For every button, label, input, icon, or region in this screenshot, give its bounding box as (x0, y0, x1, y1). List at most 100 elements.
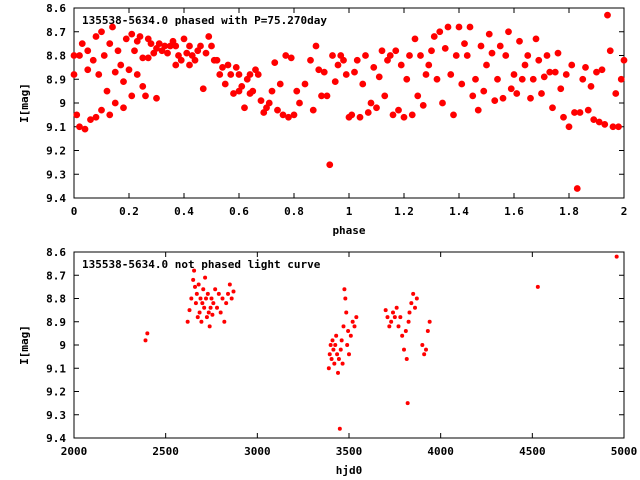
data-point (206, 310, 211, 315)
data-point (466, 23, 474, 31)
data-point (590, 116, 598, 124)
data-point (345, 343, 350, 347)
data-point (414, 296, 419, 301)
data-point (397, 61, 405, 69)
data-point (389, 111, 397, 119)
data-point (332, 361, 337, 366)
data-point (535, 56, 543, 64)
data-point (218, 310, 223, 315)
data-point (320, 68, 328, 76)
data-point (193, 284, 197, 289)
data-point (227, 282, 232, 287)
data-point (139, 82, 147, 90)
y-tick-label: 9.3 (46, 168, 66, 181)
data-point (450, 111, 457, 119)
data-point (411, 35, 419, 43)
data-point (230, 90, 237, 97)
data-point (601, 120, 609, 128)
data-point (373, 104, 380, 112)
data-point (249, 87, 257, 95)
data-point (180, 35, 188, 43)
data-point (538, 90, 545, 97)
data-point (524, 52, 532, 59)
data-point (195, 315, 200, 320)
data-point (386, 52, 394, 59)
data-point (347, 352, 351, 357)
data-point (614, 254, 619, 259)
data-point (224, 301, 229, 306)
data-point (338, 347, 343, 352)
data-point (209, 296, 214, 301)
data-point (535, 284, 540, 289)
data-point (557, 85, 565, 93)
y-tick-label: 9.1 (46, 362, 66, 375)
data-point (92, 113, 100, 121)
y-tick-label: 8.8 (46, 50, 66, 63)
x-tick-label: 1.6 (504, 205, 524, 218)
data-point (136, 33, 144, 40)
data-point (427, 319, 432, 324)
data-point (271, 59, 279, 67)
data-point (333, 343, 338, 347)
data-point (385, 315, 390, 320)
data-point (378, 47, 386, 55)
y-tick-label: 8.9 (46, 73, 66, 86)
data-point (203, 275, 208, 280)
data-point (153, 94, 160, 102)
data-point (507, 85, 515, 93)
data-point (392, 315, 397, 320)
data-point (549, 104, 556, 112)
data-point (204, 296, 208, 301)
data-point (582, 63, 589, 71)
data-point (95, 71, 103, 78)
data-point (351, 68, 358, 76)
data-point (342, 287, 347, 292)
y-tick-label: 8.7 (46, 269, 66, 282)
data-point (422, 71, 430, 78)
data-point (612, 90, 620, 97)
data-point (296, 99, 303, 107)
data-point (207, 324, 212, 329)
data-point (231, 289, 236, 294)
data-point (238, 82, 246, 90)
data-point (199, 319, 204, 324)
data-point (455, 23, 463, 31)
data-point (287, 54, 295, 62)
data-point (406, 319, 411, 324)
data-point (516, 37, 523, 45)
data-point (76, 123, 83, 131)
x-tick-label: 5000 (611, 445, 638, 458)
data-point (419, 101, 427, 109)
data-point (211, 301, 216, 306)
data-point (499, 94, 507, 102)
data-point (106, 40, 114, 48)
data-point (330, 338, 335, 343)
data-point (98, 106, 105, 114)
data-point (425, 329, 430, 334)
data-point (595, 118, 603, 126)
data-point (106, 111, 114, 119)
data-point (229, 296, 234, 301)
data-point (404, 356, 409, 361)
x-tick-label: 3000 (244, 445, 271, 458)
data-point (407, 310, 412, 315)
data-point (480, 87, 488, 95)
data-point (587, 82, 595, 90)
data-point (326, 366, 331, 371)
data-point (529, 75, 537, 83)
plot-title: 135538-5634.0 phased with P=75.270day (82, 14, 327, 27)
data-point (73, 111, 81, 119)
data-point (609, 123, 617, 131)
data-point (406, 52, 413, 59)
data-point (186, 61, 193, 69)
x-tick-label: 2000 (61, 445, 88, 458)
data-point (543, 52, 551, 59)
data-point (381, 92, 389, 100)
x-axis-label: phase (332, 224, 365, 237)
data-point (496, 42, 504, 50)
data-point (346, 329, 351, 334)
data-point (197, 42, 204, 50)
data-point (375, 73, 383, 81)
x-tick-label: 3500 (336, 445, 363, 458)
